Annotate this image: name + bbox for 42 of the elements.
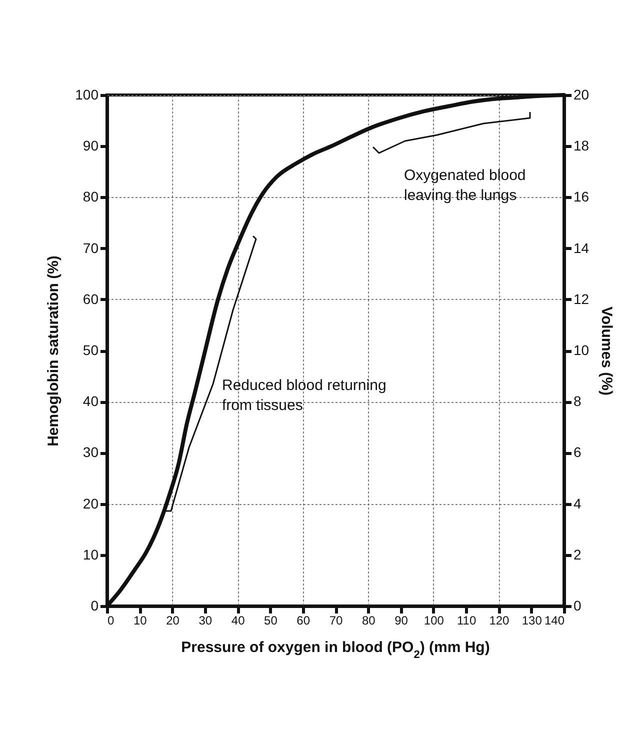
x-tick-label: 30 xyxy=(198,614,212,628)
y2-tick-label: 14 xyxy=(574,240,590,256)
x-tick-label: 50 xyxy=(264,614,278,628)
y2-tick-label: 10 xyxy=(574,342,590,358)
y-tick-label: 80 xyxy=(82,188,99,205)
y2-tick-label: 20 xyxy=(574,86,590,102)
y-tick-label: 0 xyxy=(90,598,99,614)
y2-tick-label: 12 xyxy=(574,290,590,307)
y2-tick-label: 2 xyxy=(574,546,582,562)
annotation: Oxygenated blood leaving the lungs xyxy=(404,167,526,204)
y2-tick-label: 8 xyxy=(574,393,582,410)
x-tick-label: 80 xyxy=(362,614,376,628)
y-tick-label: 10 xyxy=(82,546,99,562)
x-tick-label: 70 xyxy=(329,614,343,628)
y-tick-label: 30 xyxy=(82,444,99,460)
y2-tick-label: 18 xyxy=(574,138,590,154)
y2-tick-label: 4 xyxy=(574,495,582,512)
x-tick-label: 60 xyxy=(296,614,310,628)
x-tick-label: 100 xyxy=(424,614,444,628)
x-axis-title: Pressure of oxygen in blood (PO$_{2}$) (mm Hg) xyxy=(181,639,490,661)
annotation: Reduced blood returning from tissues xyxy=(222,377,386,414)
x-tick-label: 130 xyxy=(522,614,542,628)
y2-tick-label: 16 xyxy=(574,188,590,205)
y2-tick-label: 6 xyxy=(574,444,582,460)
y-tick-label: 100 xyxy=(75,86,99,102)
y-tick-label: 70 xyxy=(82,240,99,256)
y-tick-label: 40 xyxy=(82,393,99,410)
y-tick-label: 20 xyxy=(82,495,99,512)
y2-axis-title: Volumes (%) xyxy=(598,306,616,396)
x-tick-label: 140 xyxy=(544,614,565,628)
y-axis-title: Hemoglobin saturation (%) xyxy=(45,256,62,446)
x-tick-label: 120 xyxy=(489,614,510,628)
y-tick-label: 90 xyxy=(82,138,99,154)
x-tick-label: 0 xyxy=(108,614,114,628)
x-tick-label: 110 xyxy=(457,614,476,628)
x-tick-label: 40 xyxy=(231,614,246,628)
y-tick-label: 60 xyxy=(82,290,99,307)
y-tick-label: 50 xyxy=(82,342,99,358)
x-tick-label: 90 xyxy=(394,614,408,628)
y2-tick-label: 0 xyxy=(574,598,582,614)
x-tick-label: 10 xyxy=(133,614,148,628)
x-tick-label: 20 xyxy=(166,614,180,628)
